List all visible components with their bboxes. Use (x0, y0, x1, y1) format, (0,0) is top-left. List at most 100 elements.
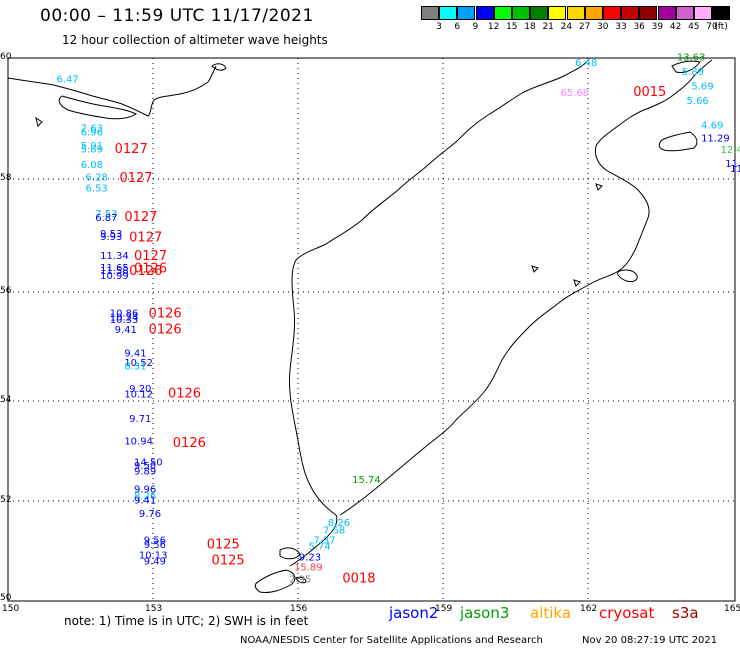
islet-1 (35, 116, 43, 127)
scale-swatch (694, 6, 712, 20)
wave-height-label: 9.76 (139, 509, 161, 520)
scale-label: 24 (560, 22, 573, 32)
pass-id-label: 0125 (212, 554, 245, 569)
wave-height-label: 6.28 (86, 173, 108, 184)
islet-5 (573, 279, 581, 287)
footer-timestamp: Nov 20 08:27:19 UTC 2021 (582, 635, 718, 646)
wave-height-label: 5.74 (308, 541, 330, 552)
wave-height-label: 11.58 (100, 266, 129, 277)
lat-label-60: 60 (0, 52, 12, 62)
wave-height-label: 5.91 (81, 141, 103, 152)
wave-height-label: 10.12 (124, 389, 153, 400)
lat-label-52: 52 (0, 495, 11, 505)
wave-height-label: 2.95 (289, 575, 311, 586)
lat-label-56: 56 (0, 286, 12, 296)
wave-height-label: 9.56 (144, 535, 166, 546)
wave-height-label: 9.89 (134, 466, 156, 477)
map-subtitle: 12 hour collection of altimeter wave hei… (62, 33, 328, 47)
coastlines (7, 59, 713, 593)
wave-height-label: 6.47 (56, 74, 78, 85)
scale-unit: (ft) (714, 22, 728, 32)
pass-id-label: 0127 (119, 171, 152, 186)
legend-s3a: s3a (672, 604, 699, 622)
wave-height-label: 11.34 (100, 251, 129, 262)
wave-height-label: 4.69 (701, 121, 723, 132)
wave-height-label: 8.26 (134, 491, 156, 502)
scale-swatch (657, 6, 676, 20)
pass-id-label: 0015 (633, 85, 666, 100)
lat-label-54: 54 (0, 395, 12, 405)
pass-id-label: 0126 (134, 261, 167, 276)
wave-height-label: 9.49 (144, 557, 166, 568)
wave-height-label: 14.50 (134, 457, 163, 468)
wave-height-label: 9.41 (134, 495, 156, 506)
lat-gridlines (8, 178, 735, 502)
wave-height-label: 9.23 (299, 552, 321, 563)
scale-swatch (639, 6, 658, 20)
scale-label: 70 (706, 22, 718, 32)
wave-height-label: 10.52 (124, 358, 153, 369)
wave-height-label: 11.29 (701, 134, 730, 145)
scale-swatch (493, 6, 512, 20)
wave-height-label: 10.86 (110, 308, 139, 319)
pass-id-label: 0018 (342, 572, 375, 587)
wave-height-label: 6.08 (81, 160, 103, 171)
wave-height-label: 11.65 (100, 263, 129, 274)
kamchatka-east-coastline (339, 59, 713, 516)
lon-label-150: 150 (2, 604, 19, 614)
pass-id-label: 0126 (173, 436, 206, 451)
wave-height-label: 10.33 (110, 315, 139, 326)
wave-height-label: 65.68 (561, 88, 590, 99)
wave-height-label: 12.49 (720, 145, 740, 156)
legend-altika: altika (530, 604, 572, 622)
wave-height-label: 8.31 (124, 362, 146, 373)
wave-height-label: 7.53 (95, 209, 117, 220)
wave-height-label: 6.87 (95, 213, 117, 224)
footer-credit: NOAA/NESDIS Center for Satellite Applica… (240, 635, 543, 646)
kamchatka-coastline (289, 59, 589, 567)
wave-height-label: 7.63 (81, 123, 103, 134)
pass-id-label: 0126 (129, 264, 162, 279)
wave-height-label: 6.48 (575, 58, 597, 69)
scale-label: 3 (436, 22, 442, 32)
scale-label: 21 (542, 22, 554, 32)
scale-swatch (712, 6, 731, 20)
islet-3 (671, 60, 701, 73)
wave-height-label: 13.63 (677, 53, 706, 64)
peninsula-inlet (617, 269, 638, 283)
pass-id-label: 0127 (129, 231, 162, 246)
pass-id-label: 0127 (124, 210, 157, 225)
notes-text: note: 1) Time is in UTC; 2) SWH is in fe… (64, 614, 309, 628)
okhotsk-north-coastline (7, 65, 217, 117)
pass-id-label: 0126 (168, 386, 201, 401)
scale-label: 39 (651, 22, 664, 32)
taui-island (211, 63, 227, 71)
lon-label-165: 165 (724, 604, 740, 614)
scale-swatch (439, 6, 458, 20)
wave-height-label: 7.58 (323, 526, 345, 537)
wave-height-label: 9.93 (100, 232, 122, 243)
wave-height-label: 5.69 (691, 81, 713, 92)
wave-height-label: 9.56 (144, 540, 166, 551)
wave-height-label: 5.66 (687, 96, 709, 107)
islet-6 (595, 183, 603, 191)
wave-height-label: 9.71 (129, 414, 151, 425)
wave-height-label: 10.99 (100, 271, 129, 282)
lat-label-58: 58 (0, 173, 12, 183)
scale-label: 36 (633, 22, 645, 32)
lat-label-50: 50 (0, 593, 12, 603)
lon-label-156: 156 (290, 604, 307, 614)
wave-height-observations: 6.477.636.965.915.896.086.286.537.536.87… (56, 53, 740, 586)
wave-height-label: 9.41 (124, 349, 146, 360)
wave-height-label: 5.89 (81, 144, 103, 155)
satellite-pass-ids: 0127012701270127012701260126012601260126… (115, 85, 667, 587)
lon-gridlines (152, 58, 589, 601)
scale-swatch (566, 6, 585, 20)
scale-label: 6 (454, 22, 461, 32)
wave-height-label: 15.89 (294, 563, 323, 574)
scale-swatch (475, 6, 494, 20)
lon-label-153: 153 (145, 604, 162, 614)
wave-height-label: 9.96 (134, 484, 156, 495)
wave-height-label: 10.13 (139, 551, 168, 562)
